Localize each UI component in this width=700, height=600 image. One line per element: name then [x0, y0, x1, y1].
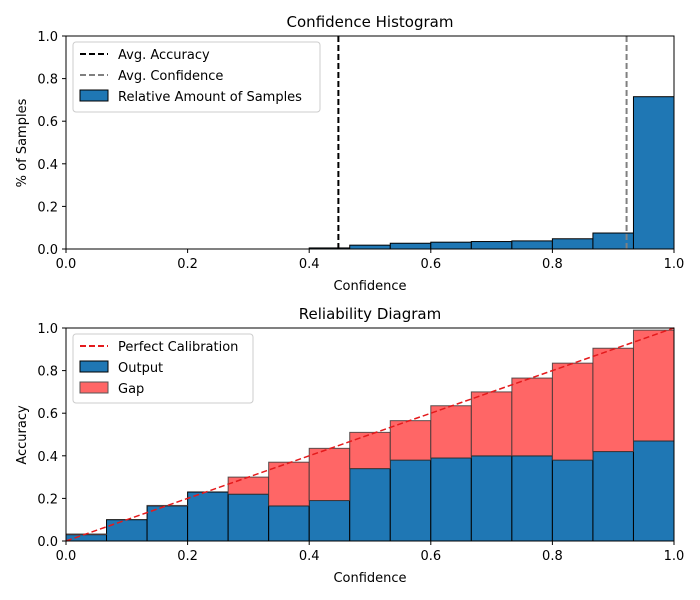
histogram-x-tick-label: 0.6: [420, 257, 441, 272]
legend-samples: Relative Amount of Samples: [118, 90, 302, 105]
reliability-x-tick-label: 0.6: [420, 549, 441, 564]
reliability-x-label: Confidence: [333, 571, 406, 586]
legend-output-swatch: [79, 360, 109, 373]
output-bar: [551, 459, 594, 542]
output-bar: [430, 457, 472, 542]
output-bar: [349, 468, 391, 542]
legend-samples-swatch: [79, 89, 109, 102]
reliability-diagram: Reliability Diagram 0.0 0.2 0.4 0.6 0.8 1.0 0…: [15, 305, 684, 586]
reliability-y-tick-label: 0.4: [37, 450, 58, 465]
output-bar: [308, 500, 351, 542]
histogram-y-tick-label: 0.0: [37, 243, 58, 258]
confidence-histogram: Confidence Histogram 0.0 0.2 0.4 0.6 0.8 1.0 …: [15, 13, 684, 294]
histogram-x-tick-label: 0.4: [299, 257, 320, 272]
histogram-bar: [389, 242, 432, 250]
reliability-y-label: Accuracy: [15, 405, 30, 465]
output-bar: [389, 459, 432, 542]
gap-bar: [268, 461, 310, 507]
reliability-y-tick-label: 0.0: [37, 535, 58, 550]
output-bar: [632, 440, 675, 542]
output-bar: [146, 505, 189, 542]
reliability-legend: Perfect Calibration Output Gap: [72, 333, 254, 404]
reliability-x-tick-label: 0.0: [56, 549, 77, 564]
legend-perfect: Perfect Calibration: [118, 340, 238, 355]
reliability-x-tick-label: 1.0: [664, 549, 685, 564]
legend-gap-swatch: [79, 381, 109, 394]
histogram-x-ticks: 0.0 0.2 0.4 0.6 0.8 1.0: [56, 249, 685, 272]
histogram-axes-frame: [65, 35, 675, 250]
gap-bar: [470, 391, 513, 457]
perfect-calibration-line: [65, 327, 675, 542]
histogram-x-tick-label: 0.0: [56, 257, 77, 272]
output-bar: [106, 519, 148, 542]
histogram-bar: [470, 241, 513, 250]
reliability-axes-frame: [65, 327, 675, 542]
legend-output: Output: [118, 361, 163, 376]
gap-bar: [551, 362, 594, 461]
legend-gap: Gap: [118, 382, 144, 397]
output-bar: [227, 493, 270, 542]
histogram-y-tick-label: 0.8: [37, 73, 58, 88]
gap-bar: [592, 347, 634, 453]
histogram-y-tick-label: 0.4: [37, 158, 58, 173]
gap-bar: [430, 405, 472, 459]
output-bar: [268, 505, 310, 542]
reliability-y-ticks: 0.0 0.2 0.4 0.6 0.8 1.0: [37, 322, 66, 550]
reliability-y-tick-label: 0.2: [37, 492, 58, 507]
histogram-x-tick-label: 1.0: [664, 257, 685, 272]
histogram-y-label: % of Samples: [15, 98, 30, 187]
histogram-lines: [337, 36, 628, 249]
reliability-title: Reliability Diagram: [299, 305, 441, 323]
gap-bar: [389, 420, 432, 461]
gap-bar: [227, 476, 270, 495]
gap-bar: [511, 377, 553, 457]
histogram-bar: [349, 244, 391, 250]
histogram-x-tick-label: 0.2: [177, 257, 198, 272]
gap-bar: [632, 329, 675, 442]
histogram-bar: [551, 238, 594, 250]
reliability-legend-box: [72, 333, 254, 404]
output-bar: [187, 491, 229, 542]
histogram-y-tick-label: 0.6: [37, 115, 58, 130]
histogram-legend-box: [72, 41, 321, 113]
output-bar: [470, 455, 513, 542]
histogram-y-tick-label: 0.2: [37, 200, 58, 215]
histogram-bar: [511, 240, 553, 250]
gap-bar: [349, 431, 391, 470]
histogram-bars: [308, 96, 675, 250]
histogram-title: Confidence Histogram: [287, 13, 454, 31]
reliability-bars: [65, 329, 675, 542]
gap-bar: [308, 447, 351, 502]
histogram-y-tick-label: 1.0: [37, 30, 58, 45]
output-bar: [511, 455, 553, 542]
reliability-x-ticks: 0.0 0.2 0.4 0.6 0.8 1.0: [56, 541, 685, 564]
legend-avg-confidence: Avg. Confidence: [118, 69, 223, 84]
histogram-y-ticks: 0.0 0.2 0.4 0.6 0.8 1.0: [37, 30, 66, 258]
histogram-legend: Avg. Accuracy Avg. Confidence Relative A…: [72, 41, 321, 113]
legend-avg-accuracy: Avg. Accuracy: [118, 48, 210, 63]
histogram-x-label: Confidence: [333, 279, 406, 294]
reliability-y-tick-label: 0.8: [37, 365, 58, 380]
reliability-x-tick-label: 0.2: [177, 549, 198, 564]
histogram-bar: [632, 96, 675, 250]
histogram-bar: [430, 241, 472, 250]
reliability-x-tick-label: 0.8: [542, 549, 563, 564]
reliability-y-tick-label: 0.6: [37, 407, 58, 422]
output-bar: [592, 451, 634, 542]
output-bar: [65, 534, 108, 542]
reliability-x-tick-label: 0.4: [299, 549, 320, 564]
histogram-x-tick-label: 0.8: [542, 257, 563, 272]
reliability-y-tick-label: 1.0: [37, 322, 58, 337]
